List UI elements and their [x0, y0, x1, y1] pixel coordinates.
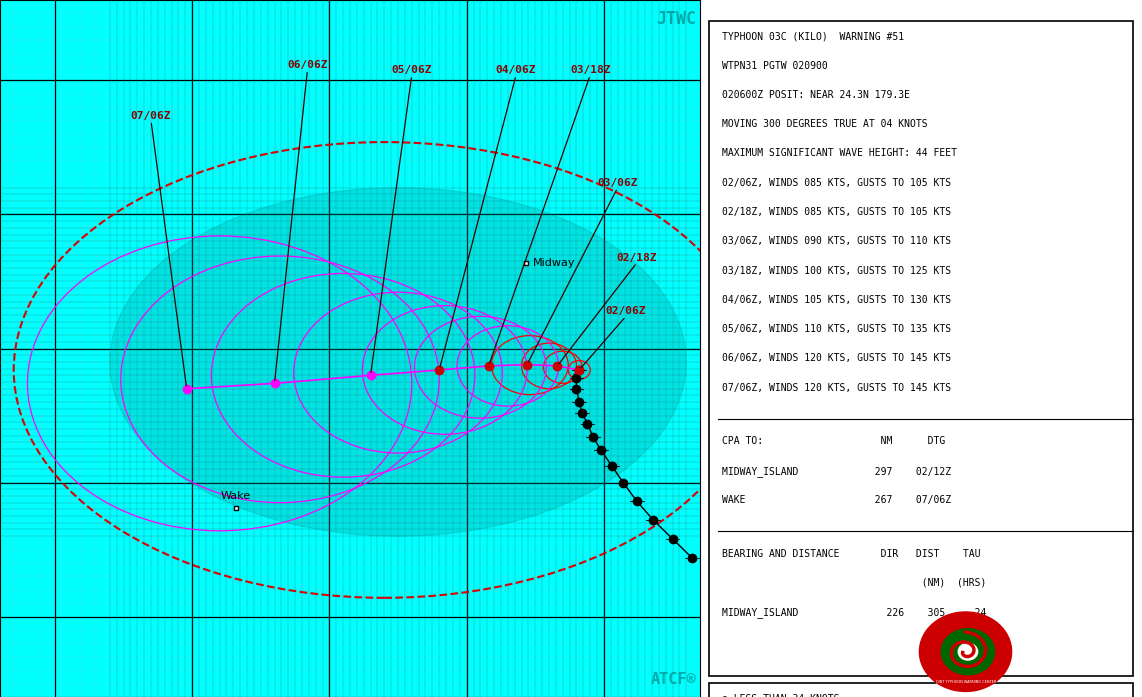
Text: 02/18Z: 02/18Z: [617, 253, 657, 263]
Text: 03/18Z: 03/18Z: [570, 65, 611, 75]
Text: Midway: Midway: [532, 258, 576, 268]
Text: 020600Z POSIT: NEAR 24.3N 179.3E: 020600Z POSIT: NEAR 24.3N 179.3E: [722, 90, 910, 100]
Text: 02/06Z: 02/06Z: [605, 306, 646, 316]
Text: 06/06Z: 06/06Z: [287, 60, 328, 70]
Text: WAKE                      267    07/06Z: WAKE 267 07/06Z: [722, 495, 951, 505]
Text: 05/06Z: 05/06Z: [392, 65, 432, 75]
Text: WTPN31 PGTW 020900: WTPN31 PGTW 020900: [722, 61, 828, 70]
Text: BEARING AND DISTANCE       DIR   DIST    TAU: BEARING AND DISTANCE DIR DIST TAU: [722, 549, 981, 558]
Text: MIDWAY_ISLAND             297    02/12Z: MIDWAY_ISLAND 297 02/12Z: [722, 466, 951, 477]
Text: JOINT TYPHOON WARNING CENTER: JOINT TYPHOON WARNING CENTER: [935, 680, 996, 684]
Text: CPA TO:                    NM      DTG: CPA TO: NM DTG: [722, 436, 946, 446]
Text: 04/06Z: 04/06Z: [496, 65, 537, 75]
Text: 05/06Z, WINDS 110 KTS, GUSTS TO 135 KTS: 05/06Z, WINDS 110 KTS, GUSTS TO 135 KTS: [722, 324, 951, 334]
Text: ATCF®: ATCF®: [651, 671, 697, 687]
Ellipse shape: [110, 187, 686, 536]
Text: 03/18Z, WINDS 100 KTS, GUSTS TO 125 KTS: 03/18Z, WINDS 100 KTS, GUSTS TO 125 KTS: [722, 266, 951, 275]
Text: (NM)  (HRS): (NM) (HRS): [722, 578, 987, 588]
Text: 02/18Z, WINDS 085 KTS, GUSTS TO 105 KTS: 02/18Z, WINDS 085 KTS, GUSTS TO 105 KTS: [722, 207, 951, 217]
Text: 04/06Z, WINDS 105 KTS, GUSTS TO 130 KTS: 04/06Z, WINDS 105 KTS, GUSTS TO 130 KTS: [722, 295, 951, 305]
Text: MAXIMUM SIGNIFICANT WAVE HEIGHT: 44 FEET: MAXIMUM SIGNIFICANT WAVE HEIGHT: 44 FEET: [722, 148, 957, 158]
Text: TYPHOON 03C (KILO)  WARNING #51: TYPHOON 03C (KILO) WARNING #51: [722, 31, 904, 41]
Text: 03/06Z: 03/06Z: [597, 178, 638, 187]
Text: 07/06Z: 07/06Z: [130, 111, 171, 121]
Text: 07/06Z, WINDS 120 KTS, GUSTS TO 145 KTS: 07/06Z, WINDS 120 KTS, GUSTS TO 145 KTS: [722, 383, 951, 392]
Bar: [709, 683, 1133, 697]
Circle shape: [941, 629, 995, 675]
Circle shape: [919, 612, 1012, 691]
Text: MIDWAY_ISLAND               226    305     24: MIDWAY_ISLAND 226 305 24: [722, 607, 987, 618]
Text: o LESS THAN 34 KNOTS: o LESS THAN 34 KNOTS: [722, 694, 839, 697]
Text: 03/06Z, WINDS 090 KTS, GUSTS TO 110 KTS: 03/06Z, WINDS 090 KTS, GUSTS TO 110 KTS: [722, 236, 951, 246]
Text: 02/06Z, WINDS 085 KTS, GUSTS TO 105 KTS: 02/06Z, WINDS 085 KTS, GUSTS TO 105 KTS: [722, 178, 951, 187]
Text: Wake: Wake: [222, 491, 251, 501]
Text: 06/06Z, WINDS 120 KTS, GUSTS TO 145 KTS: 06/06Z, WINDS 120 KTS, GUSTS TO 145 KTS: [722, 353, 951, 363]
Text: MOVING 300 DEGREES TRUE AT 04 KNOTS: MOVING 300 DEGREES TRUE AT 04 KNOTS: [722, 119, 927, 129]
Text: JTWC: JTWC: [657, 10, 697, 29]
Circle shape: [958, 643, 978, 660]
